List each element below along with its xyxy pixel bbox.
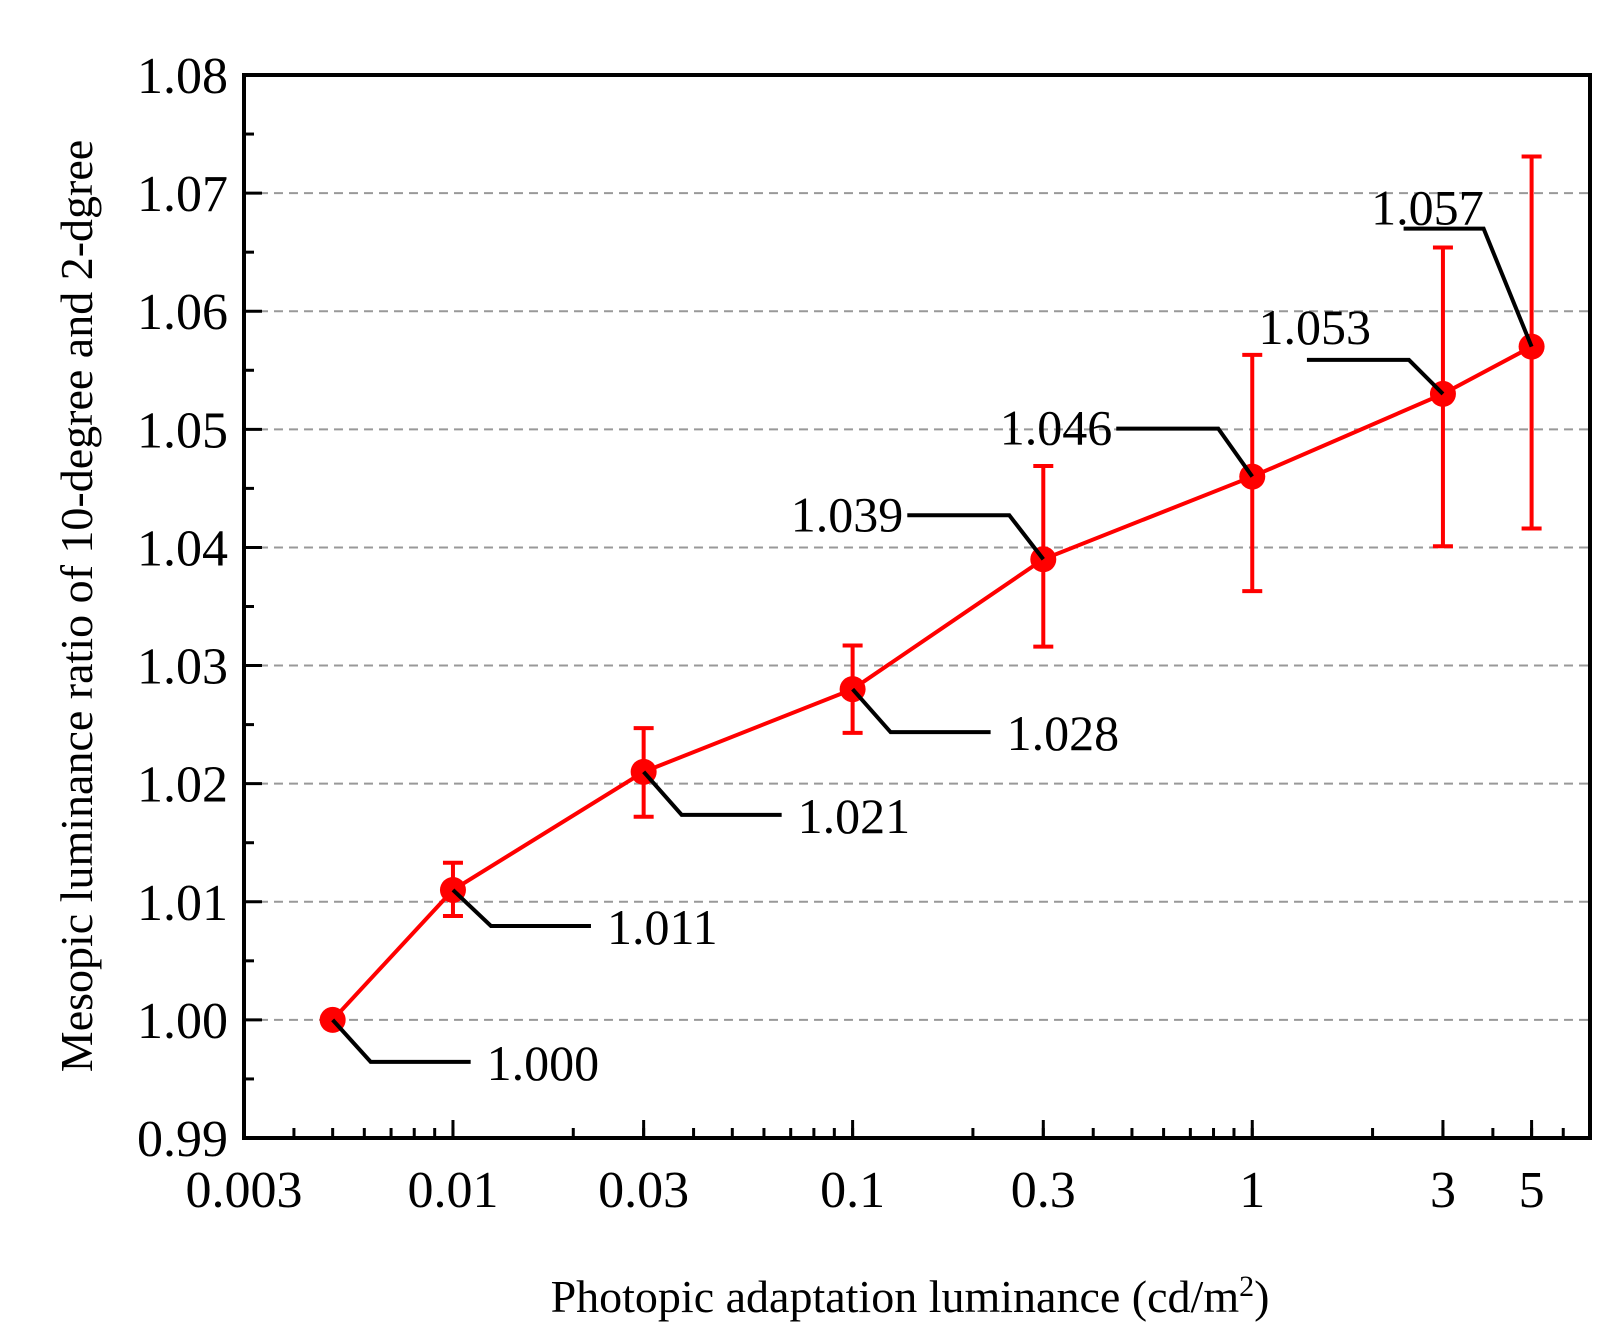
label-leader-line	[907, 513, 1045, 561]
data-label: 1.046	[1000, 400, 1113, 456]
data-label: 1.000	[487, 1035, 600, 1091]
y-tick-label: 1.05	[137, 402, 228, 459]
label-leader-line	[1403, 226, 1534, 348]
y-tick-label: 1.08	[137, 48, 228, 105]
x-tick-label: 0.01	[407, 1162, 498, 1219]
x-tick-label: 1	[1239, 1162, 1265, 1219]
y-tick-label: 1.04	[137, 520, 228, 577]
x-axis-title-main: Photopic adaptation luminance (cd/m	[551, 1271, 1240, 1322]
y-tick-label: 1.01	[137, 875, 228, 932]
label-leader-line	[642, 770, 782, 817]
y-tick-label: 0.99	[137, 1111, 228, 1168]
y-tick-label: 1.02	[137, 757, 228, 814]
x-tick-label: 3	[1430, 1162, 1456, 1219]
label-leader-line	[1306, 357, 1445, 396]
series-line	[331, 344, 1533, 1022]
y-axis-title: Mesopic luminance ratio of 10-degree and…	[51, 140, 102, 1072]
y-tick-label: 1.00	[137, 993, 228, 1050]
x-tick-label: 5	[1519, 1162, 1545, 1219]
x-axis-title: Photopic adaptation luminance (cd/m2)	[551, 1270, 1270, 1323]
label-leader-line	[851, 687, 991, 735]
data-label: 1.021	[798, 788, 911, 844]
axes: 0.99 1.00 1.01 1.02 1.03 1.04 1.05 1.06 1.07 1.08…	[137, 48, 1565, 1219]
label-leader-line	[451, 888, 591, 928]
data-label: 1.053	[1258, 299, 1371, 355]
x-tick-label: 0.1	[820, 1162, 885, 1219]
data-label: 1.028	[1007, 705, 1119, 761]
y-tick-label: 1.07	[137, 166, 228, 223]
x-tick-label: 0.003	[186, 1162, 303, 1219]
y-tick-label: 1.06	[137, 284, 228, 341]
x-axis-title-end: )	[1254, 1271, 1269, 1322]
x-axis-title-superscript: 2	[1239, 1270, 1254, 1303]
x-tick-label: 0.03	[598, 1162, 689, 1219]
data-label: 1.039	[791, 486, 904, 542]
data-labels: 1.000 1.011 1.021 1.028 1.039 1.046 1.053 1.057	[331, 180, 1534, 1091]
x-tick-label: 0.3	[1011, 1162, 1076, 1219]
y-tick-label: 1.03	[137, 639, 228, 696]
data-label: 1.011	[607, 899, 718, 955]
label-leader-line	[1116, 426, 1254, 478]
data-label: 1.057	[1371, 180, 1484, 236]
label-leader-line	[331, 1018, 471, 1064]
